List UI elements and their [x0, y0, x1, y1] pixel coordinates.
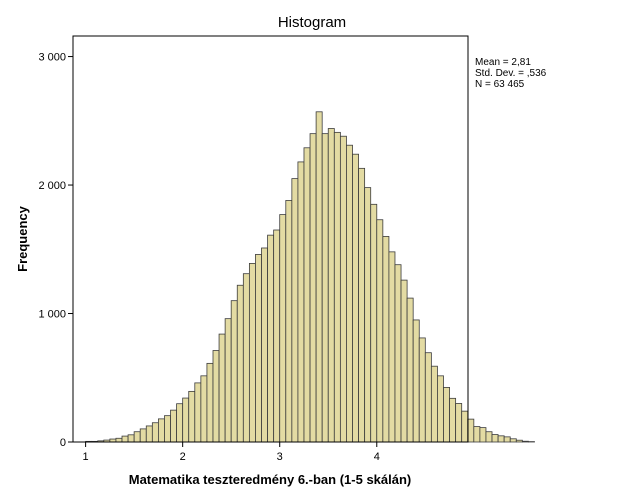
histogram-bar — [321, 133, 329, 443]
histogram-bar — [164, 415, 171, 443]
histogram-bar — [127, 434, 135, 443]
histogram-bar — [497, 435, 505, 443]
y-axis-label: Frequency — [15, 205, 30, 272]
stats-n: N = 63 465 — [475, 79, 525, 90]
histogram-bar — [509, 438, 517, 443]
histogram-bar — [449, 397, 457, 443]
histogram-bar — [327, 128, 335, 443]
histogram-bar — [437, 375, 444, 443]
histogram-bar — [394, 264, 402, 443]
histogram-bar — [503, 436, 511, 443]
histogram-bar — [430, 365, 438, 443]
histogram-bar — [297, 161, 305, 443]
histogram-bar — [382, 236, 390, 443]
chart-title: Histogram — [278, 14, 346, 31]
histogram-bar — [455, 403, 463, 443]
histogram-bar — [521, 440, 529, 443]
x-axis: 1 2 3 4 — [83, 442, 380, 463]
y-tick-label: 2 000 — [38, 180, 66, 192]
histogram-bar — [151, 422, 159, 443]
histogram-bar — [303, 147, 311, 443]
histogram-bar — [200, 375, 208, 443]
histogram-bar — [339, 135, 347, 443]
histogram-bar — [412, 319, 420, 443]
stats-mean: Mean = 2,81 — [475, 57, 531, 68]
histogram-bar — [461, 410, 469, 443]
histogram-bar — [352, 153, 359, 443]
histogram-bar — [346, 144, 353, 443]
histogram-bar — [479, 427, 487, 443]
histogram-bar — [267, 234, 275, 443]
histogram-bar — [388, 251, 396, 443]
x-axis-label: Matematika teszteredmény 6.-ban (1-5 ská… — [129, 472, 412, 487]
histogram-bar — [485, 431, 493, 443]
histogram-bar — [406, 297, 414, 443]
y-axis: 0 1 000 2 000 3 000 — [38, 52, 73, 449]
histogram-bar — [212, 350, 220, 443]
histogram-bar — [418, 337, 426, 443]
bars-group — [85, 111, 535, 443]
histogram-bar — [218, 333, 226, 443]
histogram-bar — [230, 300, 238, 443]
histogram-bar — [194, 382, 202, 443]
histogram-bar — [255, 254, 262, 443]
plot-area — [72, 35, 469, 443]
histogram-bar — [291, 178, 299, 443]
y-tick-label: 3 000 — [38, 52, 66, 64]
histogram-bar — [467, 418, 475, 443]
histogram-bar — [145, 425, 153, 443]
histogram-bar — [370, 203, 378, 443]
histogram-bar — [358, 167, 366, 443]
histogram-bar — [364, 187, 372, 443]
stats-std-dev: Std. Dev. = ,536 — [475, 68, 547, 79]
histogram-bar — [139, 428, 147, 443]
x-tick-label: 1 — [83, 451, 89, 463]
histogram-bar — [248, 263, 256, 443]
histogram-bar — [224, 318, 232, 443]
x-tick-label: 3 — [277, 451, 283, 463]
histogram-bar — [285, 200, 293, 443]
x-tick-label: 2 — [180, 451, 186, 463]
histogram-bar — [261, 247, 268, 443]
histogram-bar — [279, 214, 287, 443]
histogram-bar — [188, 390, 196, 443]
histogram-bar — [170, 409, 178, 443]
histogram-bar — [443, 386, 450, 443]
histogram-bar — [182, 397, 190, 443]
histogram-bar — [515, 439, 523, 443]
y-tick-label: 0 — [60, 437, 66, 449]
histogram-bar — [206, 362, 214, 443]
histogram-bar — [115, 437, 123, 443]
histogram-bar — [491, 434, 499, 443]
x-tick-label: 4 — [374, 451, 380, 463]
histogram-bar — [315, 111, 323, 443]
histogram-bar — [333, 131, 341, 443]
histogram-bar — [273, 229, 281, 443]
histogram-bar — [424, 352, 432, 443]
histogram-bar — [309, 133, 317, 443]
histogram-bar — [400, 279, 408, 443]
histogram-bar — [376, 219, 384, 443]
histogram-bar — [121, 435, 129, 443]
histogram-bar — [133, 431, 141, 443]
histogram-bar — [242, 273, 250, 443]
histogram-bar — [473, 426, 481, 443]
histogram-bar — [236, 284, 244, 443]
y-tick-label: 1 000 — [38, 309, 66, 321]
histogram-bar — [158, 418, 165, 443]
histogram-bar — [176, 403, 184, 443]
stats-box: Mean = 2,81 Std. Dev. = ,536 N = 63 465 — [475, 57, 547, 90]
